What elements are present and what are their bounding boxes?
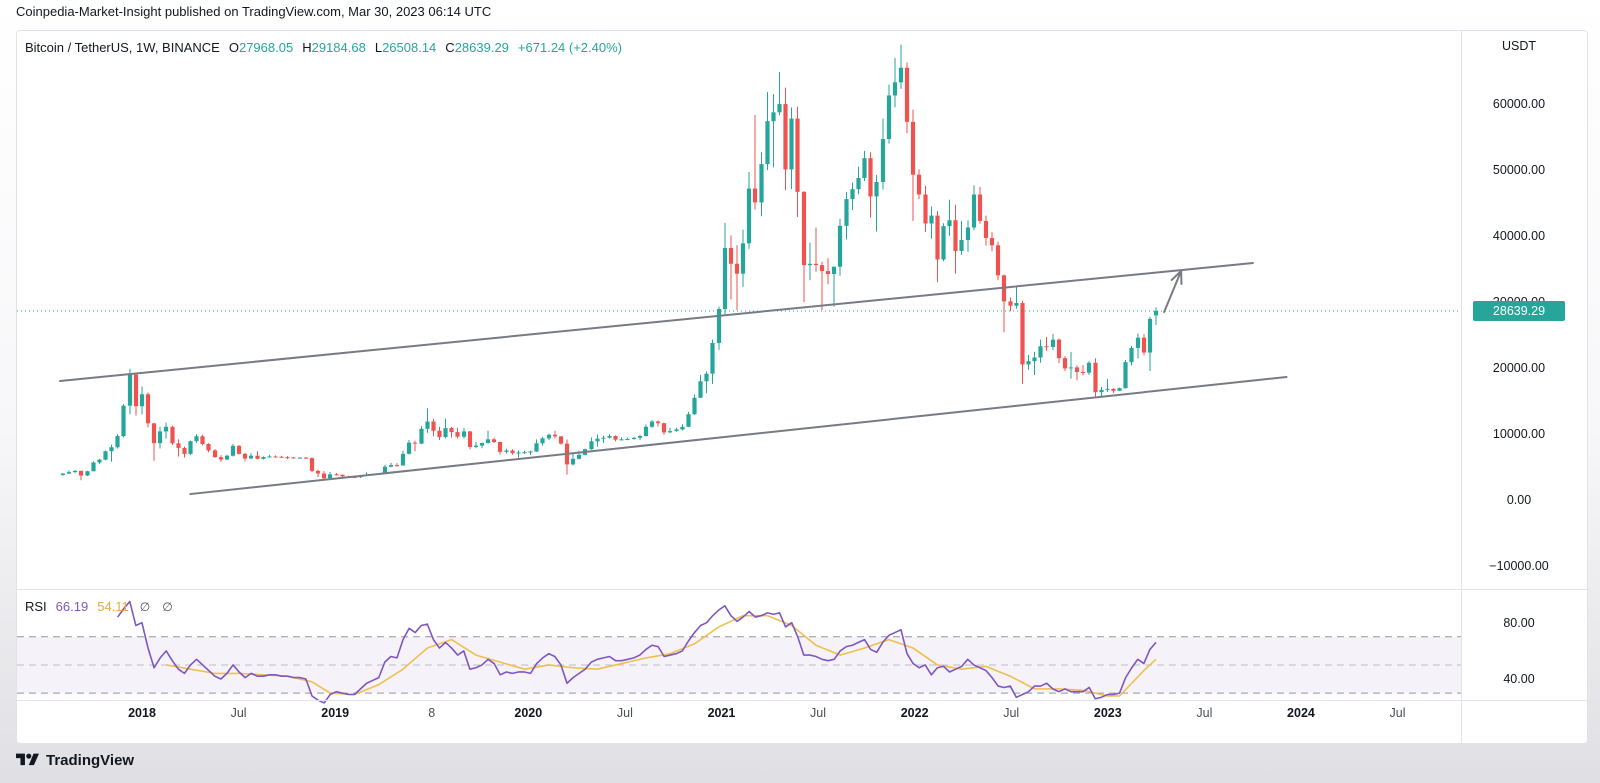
footer: TradingView — [16, 751, 134, 769]
time-tick-2018-0: 2018 — [128, 706, 156, 720]
channel-upper — [58, 261, 1254, 383]
ohlc-c: C28639.29 — [445, 40, 509, 55]
rsi-ma-value: 54.11 — [97, 599, 129, 614]
tradingview-brand[interactable]: TradingView — [46, 751, 135, 769]
rsi-tick-80: 80.00 — [1503, 615, 1535, 630]
time-tick-jul-9: Jul — [1003, 706, 1020, 720]
candles-series — [60, 44, 1159, 481]
ohlc-h: H29184.68 — [302, 40, 366, 55]
price-tick-40000: 40000.00 — [1492, 229, 1546, 243]
breakout-arrow[interactable] — [1163, 269, 1183, 314]
pane-separators — [17, 31, 1589, 744]
price-tick-20000: 20000.00 — [1492, 361, 1546, 375]
time-tick-jul-7: Jul — [810, 706, 827, 720]
time-tick-2023-10: 2023 — [1093, 706, 1122, 720]
time-tick-jul-1: Jul — [230, 706, 247, 720]
time-tick-jul-5: Jul — [616, 706, 633, 720]
ohlc-values: O27968.05 H29184.68 L26508.14 C28639.29 — [229, 40, 509, 55]
time-tick-jul-11: Jul — [1196, 706, 1213, 720]
empty-set-icon[interactable]: ∅ — [139, 600, 151, 614]
rsi-source-icons: ∅ ∅ — [138, 600, 173, 614]
attribution-text: Coinpedia-Market-Insight published on Tr… — [16, 4, 492, 19]
rsi-tick-40: 40.00 — [1503, 672, 1535, 687]
time-tick-2020-4: 2020 — [514, 706, 543, 720]
last-price-text: 28639.29 — [1492, 303, 1546, 318]
price-chart-canvas[interactable] — [17, 31, 1589, 744]
chart-legend: Bitcoin / TetherUS, 1W, BINANCE O27968.0… — [25, 40, 622, 55]
rsi-band — [17, 636, 1461, 694]
change-value: +671.24 (+2.40%) — [517, 40, 622, 55]
time-tick-2021-6: 2021 — [707, 706, 736, 720]
last-price-label: 28639.29 — [1473, 300, 1565, 321]
price-tick-50000: 50000.00 — [1492, 163, 1546, 177]
ohlc-o: O27968.05 — [228, 40, 294, 55]
channel-lower — [189, 375, 1288, 496]
time-tick-2019-2: 2019 — [321, 706, 350, 720]
symbol-title: Bitcoin / TetherUS, 1W, BINANCE — [25, 40, 220, 55]
ohlc-l: L26508.14 — [374, 40, 437, 55]
price-axis-unit: USDT — [1501, 39, 1537, 53]
time-tick-8-3: 8 — [428, 706, 436, 720]
time-tick-jul-13: Jul — [1389, 706, 1406, 720]
trend-channel[interactable] — [58, 261, 1288, 496]
price-tick--10000: −10000.00 — [1489, 559, 1549, 573]
price-tick-60000: 60000.00 — [1492, 97, 1546, 111]
chart-card: Bitcoin / TetherUS, 1W, BINANCE O27968.0… — [16, 30, 1589, 744]
time-tick-2024-12: 2024 — [1287, 706, 1315, 720]
price-tick-0: 0.00 — [1506, 493, 1532, 507]
rsi-label: RSI — [25, 599, 47, 614]
rsi-legend: RSI 66.19 54.11 ∅ ∅ — [25, 599, 173, 614]
time-tick-2022-8: 2022 — [900, 706, 929, 720]
tradingview-logo-icon[interactable] — [16, 751, 39, 769]
empty-set-icon[interactable]: ∅ — [162, 600, 173, 614]
rsi-value: 66.19 — [55, 599, 89, 614]
price-tick-10000: 10000.00 — [1492, 427, 1546, 441]
rsi-line — [117, 600, 1157, 704]
